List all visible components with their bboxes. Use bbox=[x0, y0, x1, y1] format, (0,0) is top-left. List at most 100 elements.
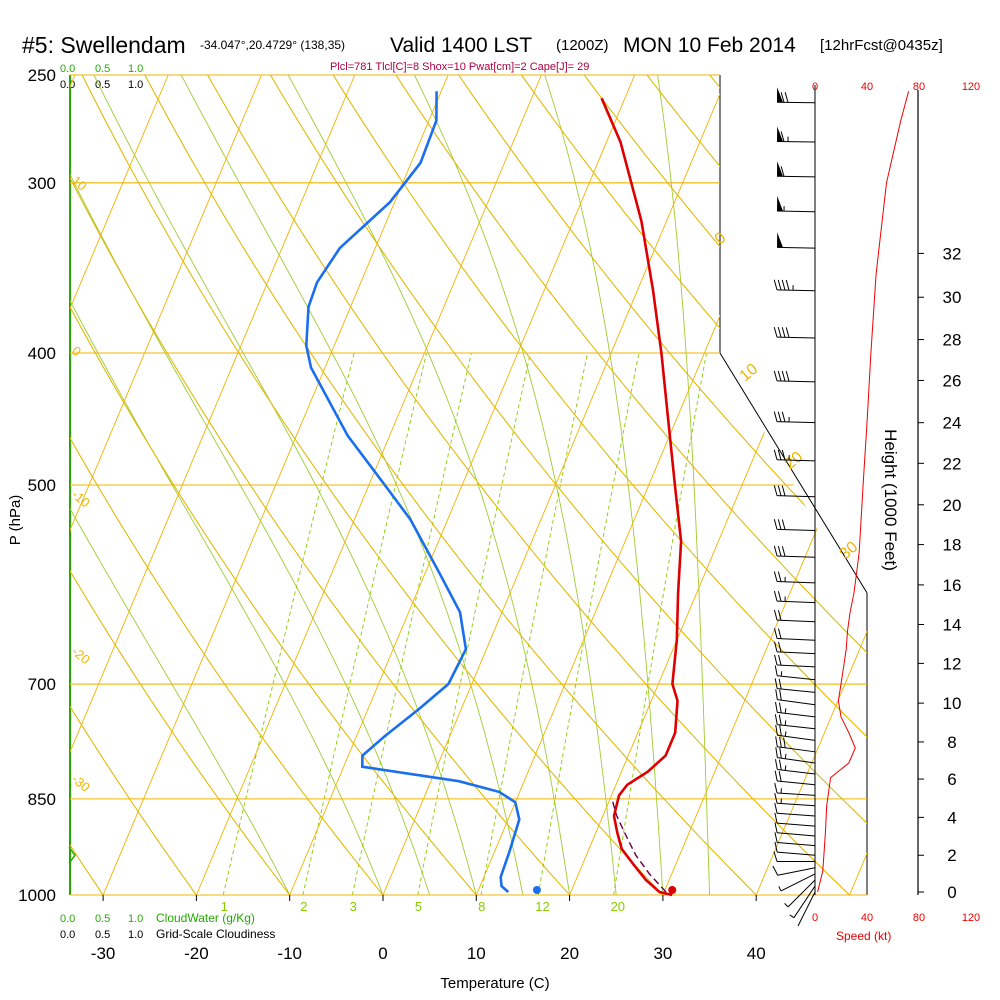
mixing-ratio-label: 8 bbox=[478, 899, 485, 914]
wind-barb-feather bbox=[781, 519, 786, 530]
wind-barb-feather bbox=[780, 131, 785, 142]
cloud-top-green-2: 1.0 bbox=[128, 63, 143, 75]
wind-barb-staff bbox=[777, 792, 816, 796]
valid-time: Valid 1400 LST bbox=[390, 34, 532, 57]
speed-tick-label-top: 40 bbox=[861, 81, 873, 93]
speed-tick-label-bottom: 40 bbox=[861, 912, 873, 924]
wind-barb-feather bbox=[777, 411, 782, 422]
wind-barb bbox=[774, 665, 816, 681]
wind-barb-half-feather bbox=[778, 886, 782, 892]
x-tick-label: 10 bbox=[467, 944, 486, 963]
wind-barb-flag bbox=[777, 196, 783, 212]
wind-barb-feather bbox=[785, 371, 790, 382]
wind-barb-staff bbox=[777, 495, 816, 498]
wind-barb-staff bbox=[777, 699, 816, 706]
moist-adiabats bbox=[70, 75, 710, 895]
wind-barb bbox=[774, 822, 816, 837]
wind-barb bbox=[773, 851, 815, 863]
y-axis-label: P (hPa) bbox=[7, 495, 24, 546]
station-coords: -34.047°,20.4729° (138,35) bbox=[200, 38, 345, 52]
wind-barb-flag bbox=[777, 232, 783, 248]
wind-barb-feather bbox=[779, 689, 782, 701]
wind-barb-feather bbox=[779, 747, 782, 759]
cloudwater-label: CloudWater (g/Kg) bbox=[156, 911, 255, 925]
speed-tick-label-top: 0 bbox=[812, 81, 818, 93]
x-tick-label: -20 bbox=[184, 944, 209, 963]
wind-barb-staff bbox=[780, 873, 816, 892]
cloud-bottom-black-1: 0.5 bbox=[95, 929, 110, 941]
wind-barb-feather bbox=[773, 449, 778, 460]
wind-barb bbox=[774, 792, 816, 807]
moist-adiabat-line bbox=[413, 75, 617, 895]
wind-barb-feather bbox=[774, 832, 778, 843]
cloud-bottom-green-0: 0.0 bbox=[60, 913, 75, 925]
mixing-ratio-label: 1 bbox=[221, 899, 228, 914]
wind-barb-feather bbox=[778, 759, 782, 771]
wind-barb-feather bbox=[777, 370, 782, 382]
wind-barb-flag bbox=[777, 87, 783, 103]
height-tick-label: 8 bbox=[947, 733, 956, 752]
wind-barb-staff bbox=[777, 581, 816, 584]
mixing-ratio-line bbox=[351, 352, 472, 895]
wind-barb-feather bbox=[775, 689, 778, 700]
wind-barb-staff bbox=[776, 421, 816, 424]
sounding-curves bbox=[304, 91, 683, 897]
wind-barb bbox=[776, 161, 816, 178]
wind-barb-feather bbox=[774, 822, 778, 833]
wind-barb bbox=[773, 590, 816, 604]
wind-barb bbox=[772, 865, 816, 876]
wind-barb-feather bbox=[777, 610, 782, 621]
wind-barb-feather bbox=[772, 865, 779, 876]
height-tick-label: 24 bbox=[943, 414, 962, 433]
cloud-bottom-black-0: 0.0 bbox=[60, 929, 75, 941]
height-tick-label: 30 bbox=[943, 288, 962, 307]
wind-barb bbox=[776, 126, 816, 143]
x-tick-label: -30 bbox=[91, 944, 116, 963]
wind-barb-staff bbox=[777, 851, 816, 856]
wind-barb-feather bbox=[777, 449, 782, 461]
wind-barb-feather bbox=[781, 327, 786, 338]
wind-barb-feather bbox=[778, 641, 782, 653]
wind-barb-feather bbox=[778, 771, 782, 782]
wind-barb-feather bbox=[773, 571, 778, 582]
wind-barb-feather bbox=[784, 92, 789, 103]
cloud-top-black-1: 0.5 bbox=[95, 79, 110, 91]
wind-barb-half-feather bbox=[784, 765, 787, 771]
wind-barbs bbox=[772, 87, 816, 927]
wind-barb bbox=[774, 782, 816, 796]
wind-barb bbox=[773, 411, 816, 424]
theta-line bbox=[70, 75, 691, 895]
wind-barb-staff bbox=[777, 675, 816, 681]
wind-barb-staff bbox=[776, 175, 816, 178]
wind-barb bbox=[774, 812, 816, 827]
wind-barb-feather bbox=[778, 714, 782, 726]
wind-barb-feather bbox=[777, 485, 782, 496]
height-tick-label: 28 bbox=[943, 331, 962, 350]
wind-barb bbox=[773, 279, 816, 292]
forecast-info: [12hrFcst@0435z] bbox=[820, 37, 943, 54]
pressure-tick-label: 700 bbox=[28, 675, 56, 694]
cloud-top-green-0: 0.0 bbox=[60, 63, 75, 75]
isotherm-line bbox=[755, 75, 867, 895]
cloud-top-black-2: 1.0 bbox=[128, 79, 143, 91]
frame-diagonal bbox=[719, 352, 868, 594]
height-axis-label: Height (1000 Feet) bbox=[881, 429, 900, 571]
wind-barb-staff bbox=[777, 651, 816, 655]
wind-barb-feather bbox=[774, 628, 778, 639]
wind-barb-feather bbox=[779, 736, 782, 748]
wind-barb-feather bbox=[773, 279, 778, 290]
wind-barb-staff bbox=[777, 664, 816, 668]
wind-barb-staff bbox=[787, 879, 816, 908]
wind-barb-feather bbox=[774, 678, 778, 689]
theta-line bbox=[380, 75, 867, 895]
height-tick-label: 4 bbox=[947, 808, 956, 827]
theta-line bbox=[131, 75, 786, 895]
height-tick-label: 2 bbox=[947, 846, 956, 865]
wind-barb-feather bbox=[783, 737, 786, 748]
wind-barb bbox=[776, 232, 816, 249]
x-tick-label: 30 bbox=[653, 944, 672, 963]
wind-barb-feather bbox=[775, 747, 778, 758]
speed-tick-label-bottom: 80 bbox=[913, 912, 925, 924]
cloud-bottom-green-2: 1.0 bbox=[128, 913, 143, 925]
wind-barb-staff bbox=[777, 688, 816, 693]
